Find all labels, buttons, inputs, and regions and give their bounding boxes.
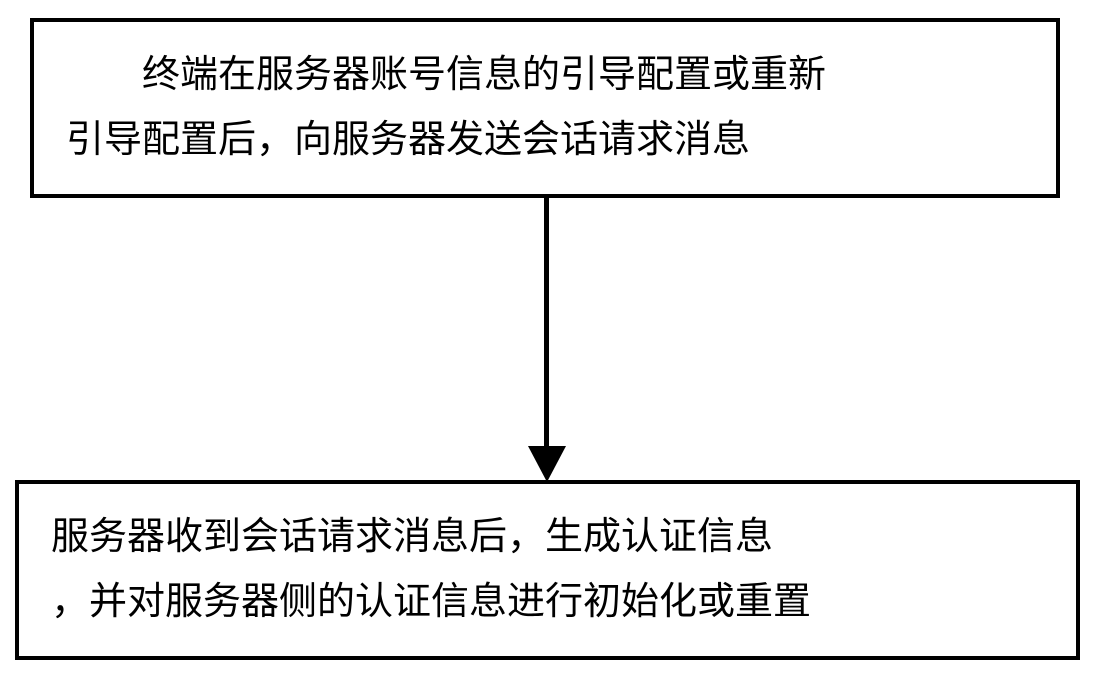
flowchart-container: 终端在服务器账号信息的引导配置或重新 引导配置后，向服务器发送会话请求消息 服务…: [0, 0, 1094, 696]
step1-text: 终端在服务器账号信息的引导配置或重新 引导配置后，向服务器发送会话请求消息: [66, 43, 826, 172]
arrow-line: [544, 198, 549, 456]
flowchart-node-step2: 服务器收到会话请求消息后，生成认证信息 ，并对服务器侧的认证信息进行初始化或重置: [15, 480, 1080, 660]
step2-text: 服务器收到会话请求消息后，生成认证信息 ，并对服务器侧的认证信息进行初始化或重置: [51, 505, 811, 634]
arrow-head-icon: [528, 446, 566, 482]
flowchart-node-step1: 终端在服务器账号信息的引导配置或重新 引导配置后，向服务器发送会话请求消息: [30, 18, 1060, 198]
